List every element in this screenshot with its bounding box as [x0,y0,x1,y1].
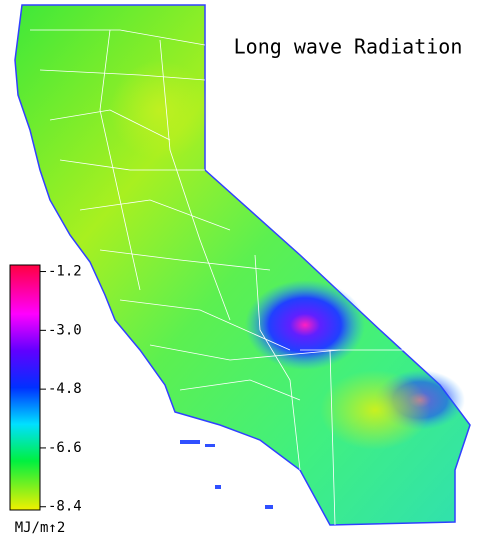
colorbar-unit: MJ/m↑2 [15,520,66,536]
colorbar-tick-label: -3.0 [48,322,82,338]
colorbar-tick-label: -1.2 [48,264,82,280]
colorbar-tick-label: -8.4 [48,499,82,515]
colorbar-tick-label: -6.6 [48,440,82,456]
colorbar: -1.2 -3.0 -4.8 -6.6 -8.4 [9,264,82,515]
high-region [110,60,210,160]
low-region [245,280,365,370]
california-map [14,4,471,526]
county-lines [30,29,455,526]
colorbar-tick-label: -4.8 [48,381,82,397]
state-shape [14,4,471,526]
colorbar-ramp [9,264,41,511]
islands [180,440,273,509]
map-title: Long wave Radiation [234,35,463,59]
high-region [320,370,430,450]
